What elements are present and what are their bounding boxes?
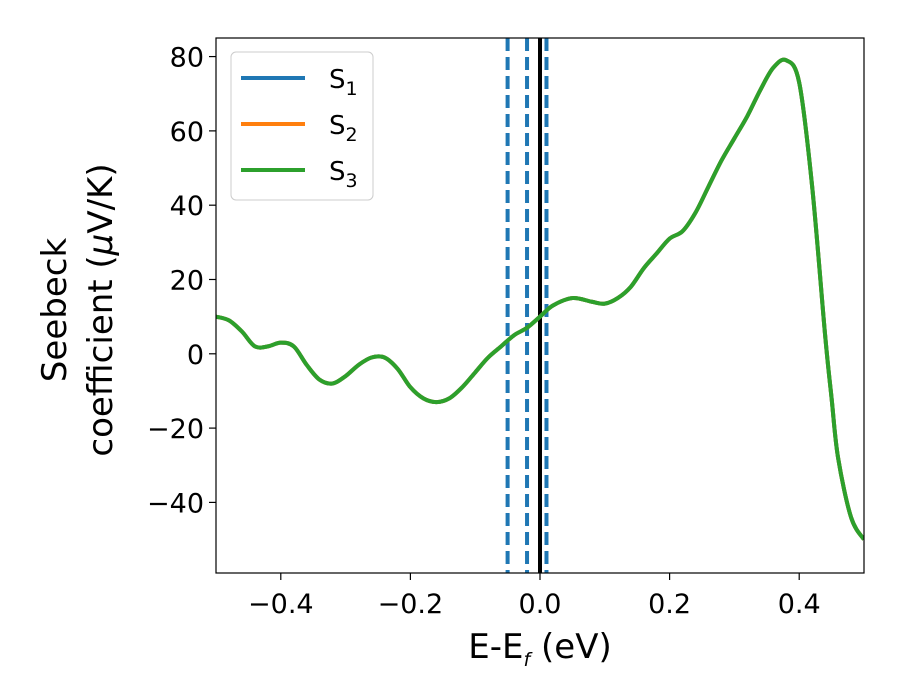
series-lines [216, 57, 864, 541]
y-axis-ticks: −40 −20 0 20 40 60 80 [147, 43, 216, 519]
y-tick-label: 80 [170, 43, 204, 74]
y-tick-label: 40 [170, 191, 204, 222]
legend: S1 S2 S3 [230, 51, 374, 201]
series-line-s3 [216, 57, 864, 541]
y-tick-label: −20 [147, 414, 204, 445]
x-tick-label: 0.2 [648, 589, 691, 620]
x-tick-label: −0.2 [378, 589, 444, 620]
y-tick-label: 20 [170, 265, 204, 296]
legend-label-s3: S3 [329, 157, 358, 192]
x-axis-label: E-Ef (eV) [468, 627, 611, 671]
x-tick-label: −0.4 [248, 589, 314, 620]
x-axis-ticks: −0.4 −0.2 0.0 0.2 0.4 [248, 573, 821, 620]
y-axis-label-line2: coefficient (μV/K) [81, 163, 121, 456]
y-tick-label: −40 [147, 488, 204, 519]
legend-label-s2: S2 [329, 111, 358, 146]
y-tick-label: 0 [187, 340, 204, 371]
y-axis-label-line1: Seebeck [35, 238, 75, 383]
vertical-lines [505, 38, 549, 573]
x-tick-label: 0.0 [519, 589, 562, 620]
y-axis-label: Seebeck coefficient (μV/K) [35, 163, 121, 456]
x-tick-label: 0.4 [778, 589, 821, 620]
legend-label-s1: S1 [329, 65, 358, 100]
y-tick-label: 60 [170, 117, 204, 148]
